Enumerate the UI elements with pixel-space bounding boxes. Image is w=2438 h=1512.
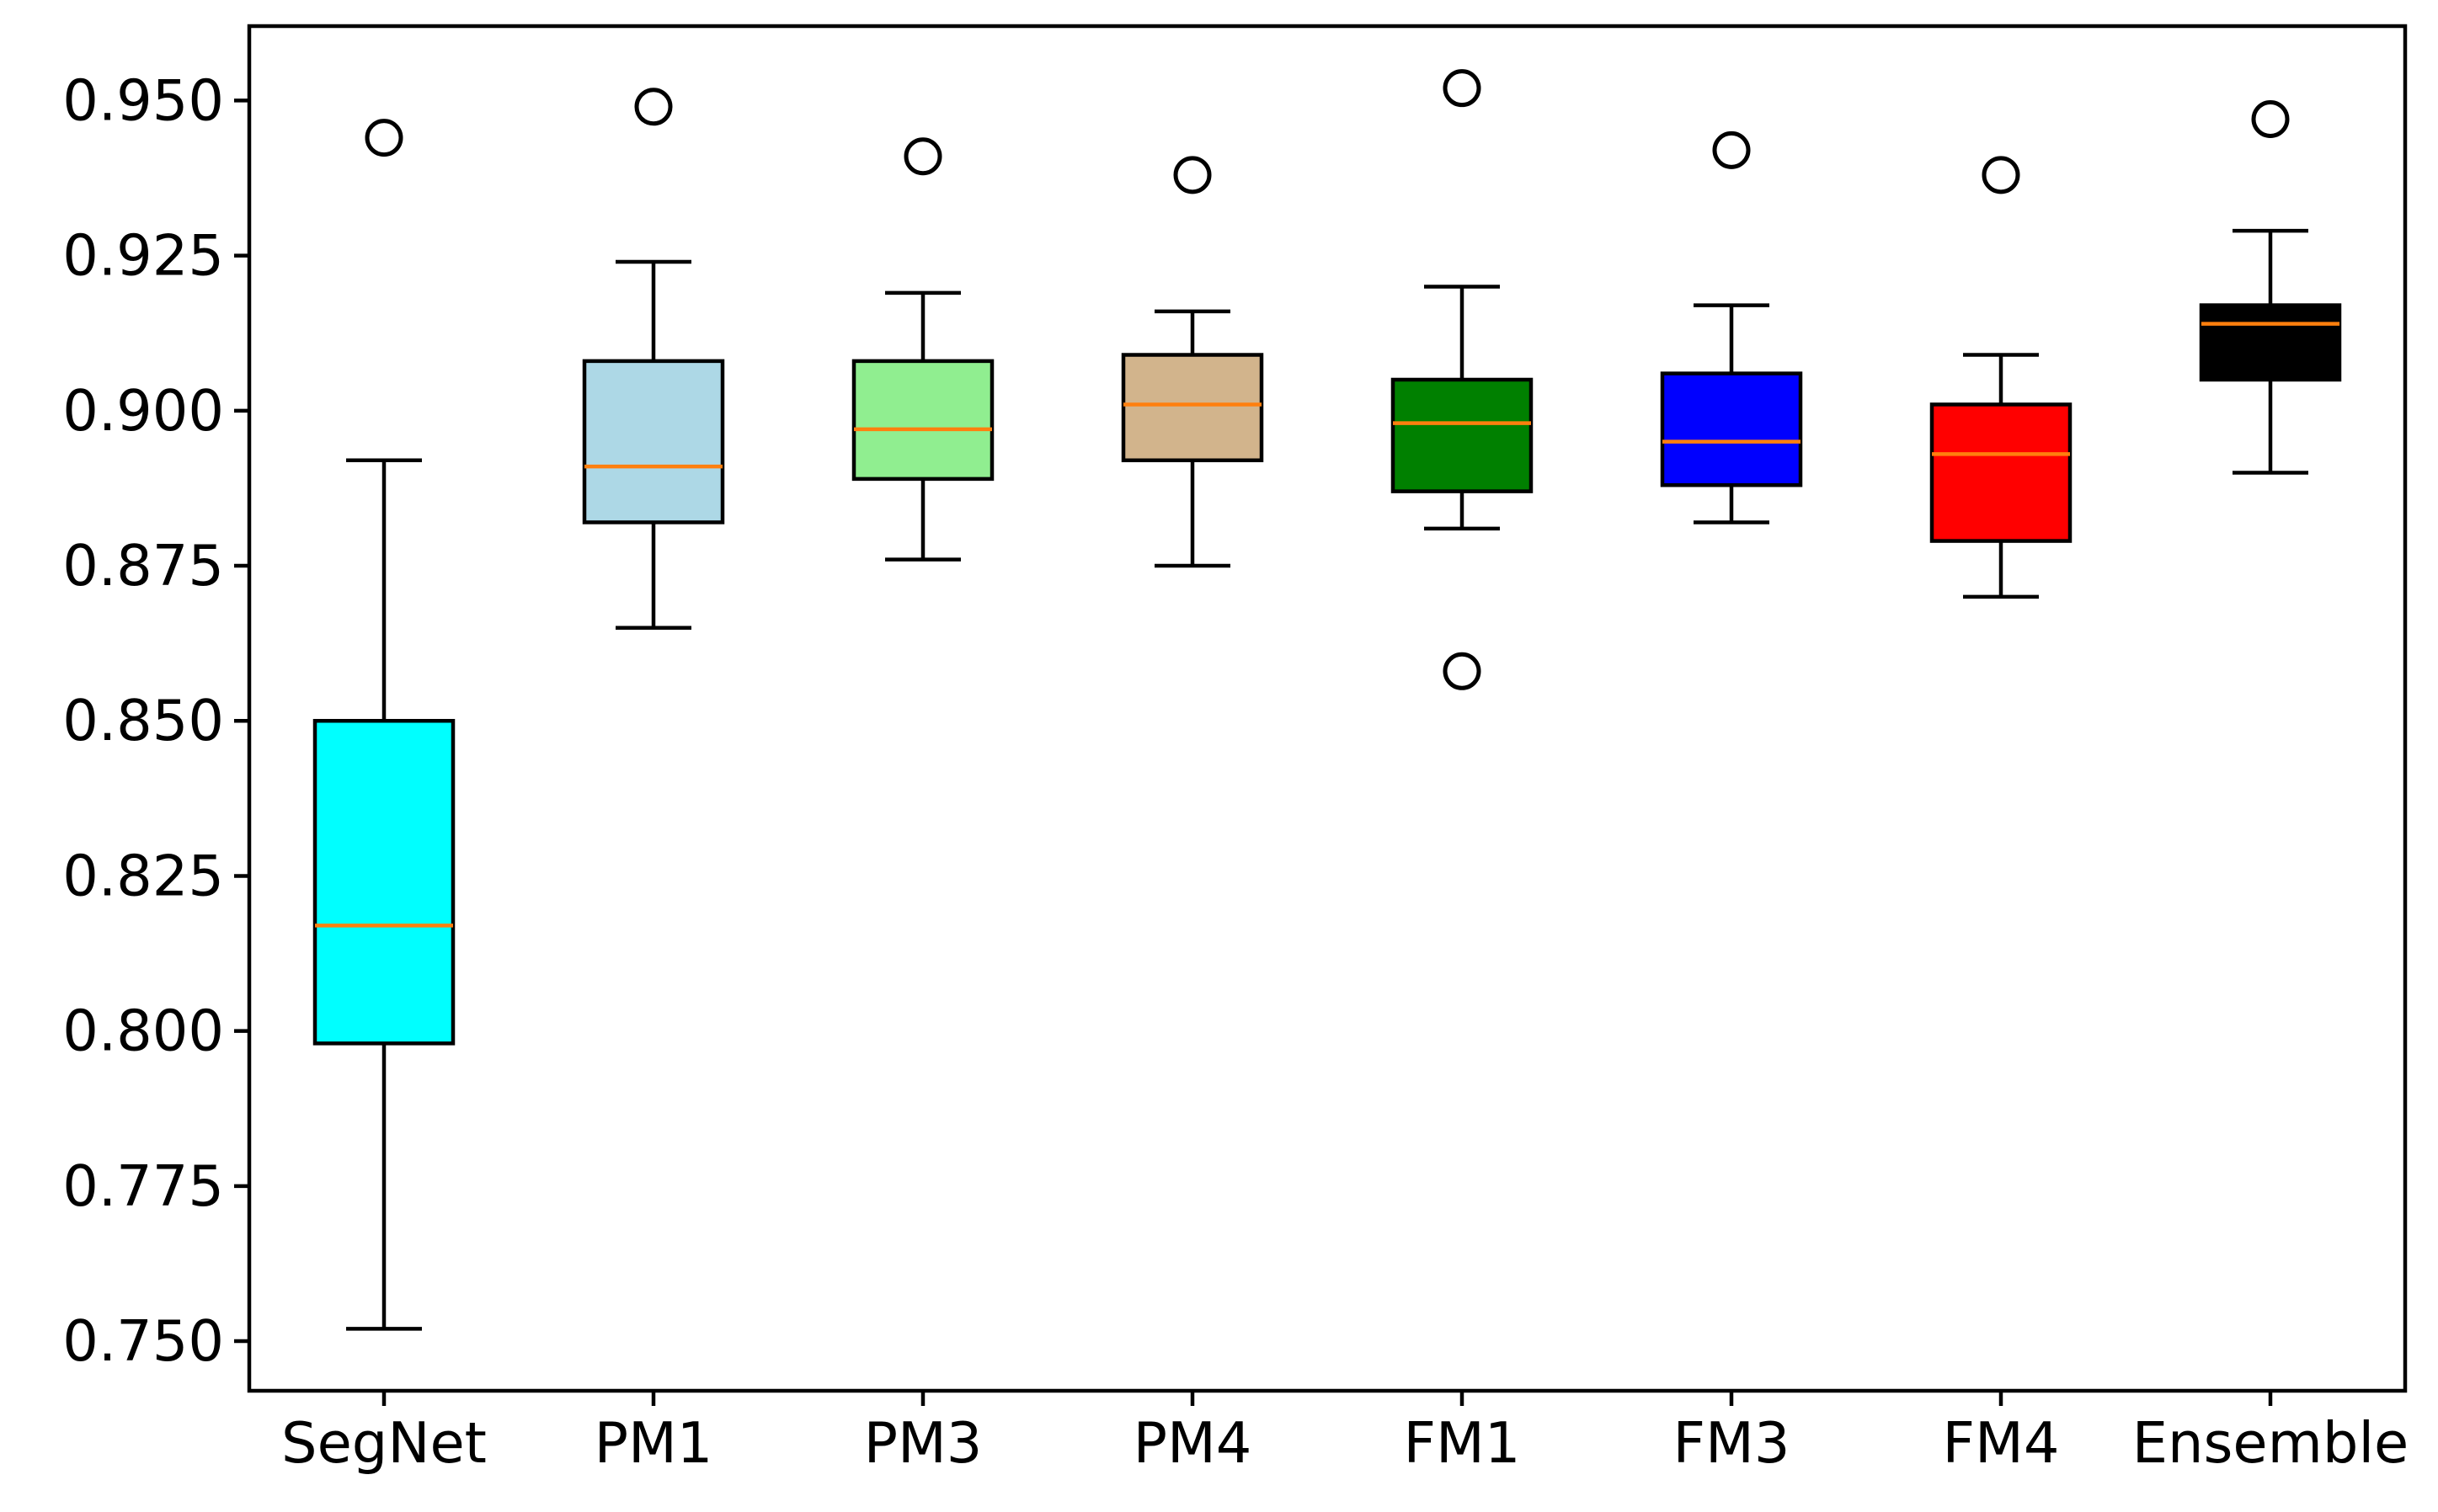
outlier-point bbox=[1173, 156, 1212, 194]
x-tick-label: Ensemble bbox=[2132, 1410, 2409, 1476]
iqr-box bbox=[1660, 371, 1803, 487]
x-axis: SegNet PM1 PM3 PM4 FM1 FM3 FM4 Ensemble bbox=[281, 1391, 2409, 1476]
x-tick-label: PM3 bbox=[864, 1410, 983, 1476]
box-group-fm4 bbox=[1929, 156, 2073, 599]
iqr-box bbox=[582, 359, 725, 524]
outlier-point bbox=[1443, 69, 1481, 108]
outlier-point bbox=[1982, 156, 2020, 194]
box-group-fm3 bbox=[1660, 130, 1803, 524]
y-tick-label: 0.950 bbox=[62, 67, 224, 133]
y-tick-label: 0.900 bbox=[62, 378, 224, 444]
y-tick-label: 0.800 bbox=[62, 998, 224, 1064]
x-tick-label: FM3 bbox=[1673, 1410, 1790, 1476]
x-tick-label: FM4 bbox=[1943, 1410, 2060, 1476]
box-group-ensemble bbox=[2199, 100, 2342, 475]
box-group-pm3 bbox=[851, 137, 995, 562]
y-tick-label: 0.750 bbox=[62, 1308, 224, 1374]
iqr-box bbox=[851, 359, 995, 482]
x-tick-label: PM1 bbox=[595, 1410, 713, 1476]
outlier-point bbox=[2251, 100, 2290, 139]
y-axis: 0.750 0.775 0.800 0.825 0.850 0.875 0.900 0.925… bbox=[62, 67, 249, 1374]
boxes bbox=[312, 69, 2342, 1331]
box-group-fm1 bbox=[1390, 69, 1534, 690]
box-group-pm1 bbox=[582, 88, 725, 630]
y-tick-label: 0.775 bbox=[62, 1153, 224, 1219]
y-tick-label: 0.875 bbox=[62, 533, 224, 599]
outlier-point bbox=[365, 119, 403, 157]
box-group-pm4 bbox=[1121, 156, 1264, 568]
outlier-point bbox=[904, 137, 942, 176]
x-tick-label: SegNet bbox=[281, 1410, 487, 1476]
iqr-box bbox=[312, 718, 456, 1046]
outlier-point bbox=[1712, 130, 1751, 169]
box-group-segnet bbox=[312, 119, 456, 1331]
y-tick-label: 0.825 bbox=[62, 843, 224, 908]
x-tick-label: PM4 bbox=[1134, 1410, 1252, 1476]
iqr-box bbox=[1390, 377, 1534, 493]
outlier-point bbox=[1443, 652, 1481, 690]
plot-frame bbox=[247, 24, 2408, 1393]
outlier-point bbox=[634, 88, 673, 126]
iqr-box bbox=[1121, 353, 1264, 463]
iqr-box bbox=[2199, 303, 2342, 382]
y-tick-label: 0.850 bbox=[62, 688, 224, 753]
iqr-box bbox=[1929, 402, 2073, 543]
x-tick-label: FM1 bbox=[1404, 1410, 1521, 1476]
y-tick-label: 0.925 bbox=[62, 223, 224, 289]
